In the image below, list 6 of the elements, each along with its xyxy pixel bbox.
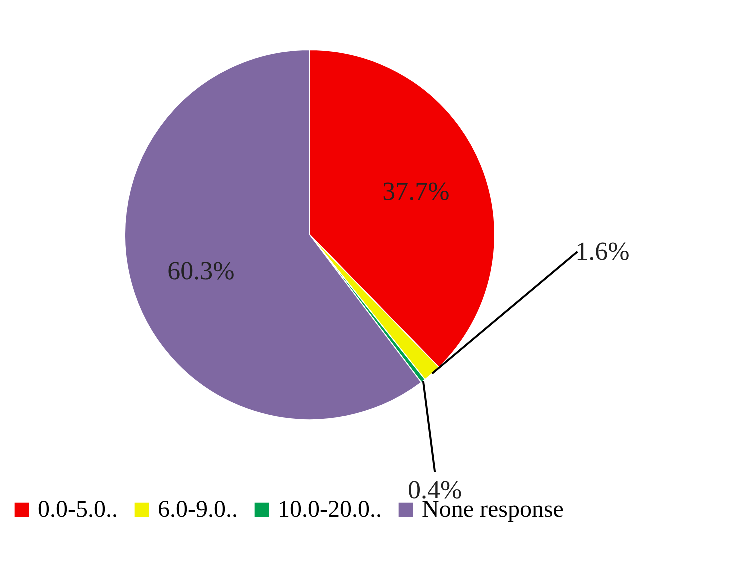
legend-label: 0.0-5.0..: [38, 497, 118, 523]
legend-label: 10.0-20.0..: [278, 497, 382, 523]
data-label: 37.7%: [382, 176, 450, 206]
data-label: 1.6%: [576, 236, 630, 266]
data-label: 60.3%: [168, 256, 235, 286]
legend-label: 6.0-9.0..: [158, 497, 238, 523]
